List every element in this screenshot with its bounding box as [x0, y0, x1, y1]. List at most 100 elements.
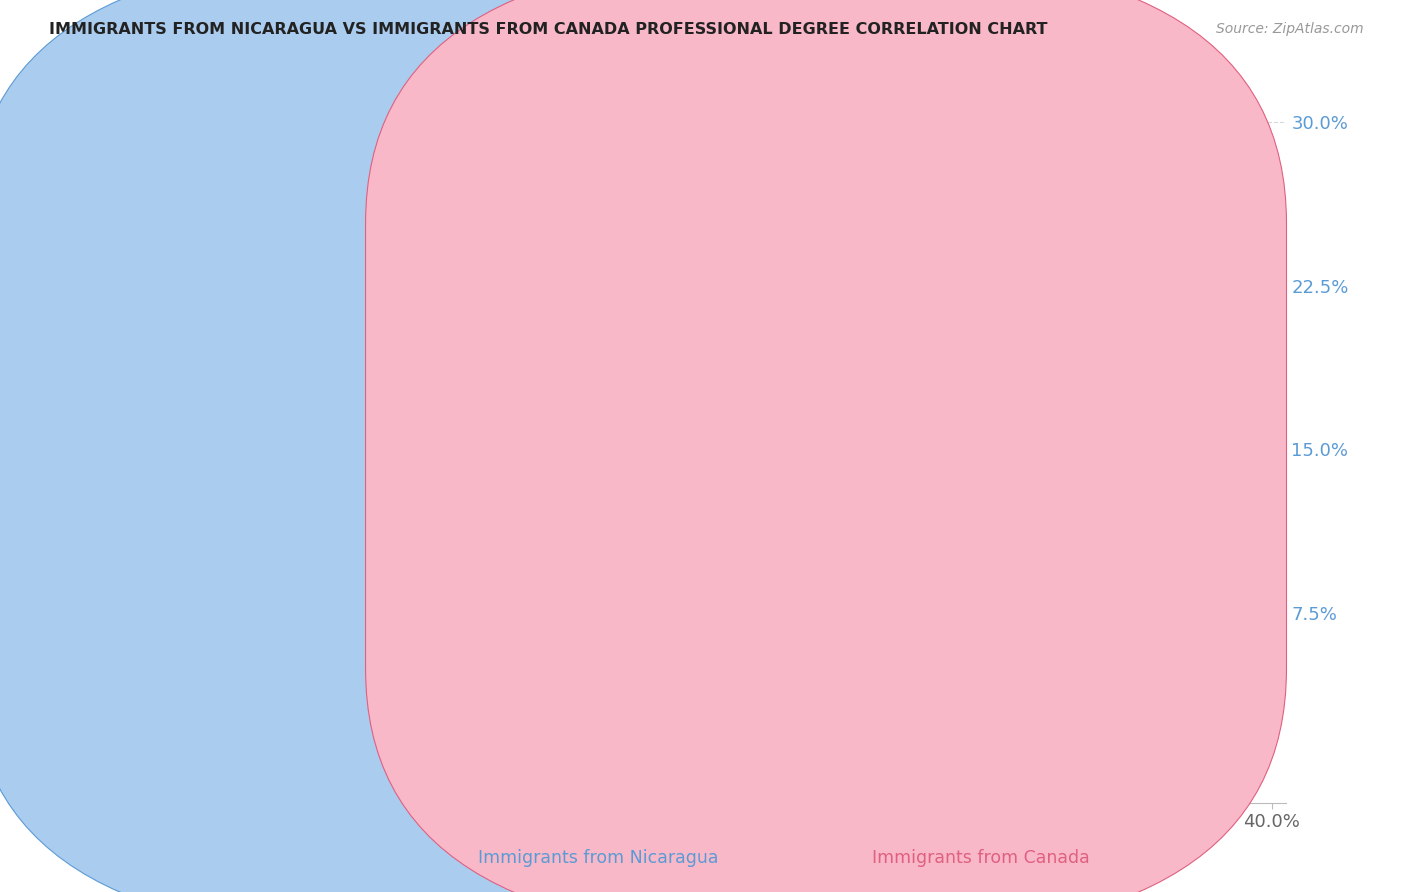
Point: [132, 687, 155, 701]
Point: [127, 660, 149, 674]
Point: [467, 672, 489, 686]
Point: [103, 693, 125, 707]
Point: [111, 704, 134, 718]
Point: [188, 704, 211, 718]
Point: [91, 693, 114, 707]
Legend: R = -0.306   N = 72, R =  0.135   N = 33: R = -0.306 N = 72, R = 0.135 N = 33: [441, 92, 689, 168]
Point: [97, 649, 120, 664]
Point: [100, 665, 122, 679]
Point: [408, 660, 430, 674]
Point: [152, 704, 174, 718]
Point: [100, 616, 122, 631]
Point: [114, 639, 136, 653]
Point: [952, 628, 974, 642]
Point: [97, 682, 120, 697]
Point: [132, 649, 155, 664]
Point: [129, 639, 152, 653]
Point: [191, 649, 214, 664]
Point: [100, 606, 122, 620]
Point: [127, 693, 149, 707]
Point: [141, 693, 163, 707]
Point: [467, 722, 489, 736]
Point: [120, 693, 142, 707]
Point: [350, 722, 373, 736]
Point: [305, 722, 328, 736]
Text: ZIP: ZIP: [389, 398, 583, 516]
Point: [305, 628, 328, 642]
Point: [91, 672, 114, 686]
Point: [111, 682, 134, 697]
Point: [138, 518, 160, 533]
Point: [132, 497, 155, 511]
Point: [208, 665, 231, 679]
Point: [105, 628, 128, 642]
Point: [87, 682, 110, 697]
Point: [143, 573, 166, 587]
Point: [114, 639, 136, 653]
Point: [103, 639, 125, 653]
Point: [120, 665, 142, 679]
Point: [91, 649, 114, 664]
Point: [120, 639, 142, 653]
Point: [124, 687, 146, 701]
Point: [197, 708, 219, 723]
Point: [179, 660, 201, 674]
Point: [103, 660, 125, 674]
Point: [226, 714, 249, 729]
Point: [124, 649, 146, 664]
Point: [1173, 126, 1195, 140]
Text: Immigrants from Canada: Immigrants from Canada: [872, 849, 1090, 867]
Y-axis label: Professional Degree: Professional Degree: [45, 356, 63, 536]
Point: [350, 714, 373, 729]
Point: [717, 518, 740, 533]
Point: [100, 643, 122, 657]
Point: [790, 731, 813, 745]
Point: [179, 682, 201, 697]
Point: [94, 682, 117, 697]
Point: [108, 649, 131, 664]
Point: [232, 672, 254, 686]
Point: [103, 639, 125, 653]
Text: Immigrants from Nicaragua: Immigrants from Nicaragua: [478, 849, 718, 867]
Point: [167, 682, 190, 697]
Point: [1084, 595, 1107, 609]
Point: [146, 682, 169, 697]
Point: [614, 722, 637, 736]
Point: [138, 687, 160, 701]
Point: [97, 628, 120, 642]
Point: [94, 660, 117, 674]
Point: [143, 649, 166, 664]
Point: [246, 704, 269, 718]
Point: [159, 682, 181, 697]
Point: [908, 737, 931, 751]
Text: Source: ZipAtlas.com: Source: ZipAtlas.com: [1216, 22, 1364, 37]
Point: [540, 639, 562, 653]
Point: [127, 649, 149, 664]
Point: [111, 628, 134, 642]
Point: [114, 665, 136, 679]
Point: [108, 606, 131, 620]
Point: [117, 682, 139, 697]
Point: [108, 616, 131, 631]
Point: [276, 714, 298, 729]
Point: [170, 714, 193, 729]
Point: [135, 682, 157, 697]
Point: [105, 649, 128, 664]
Point: [262, 639, 284, 653]
Point: [94, 606, 117, 620]
Point: [105, 628, 128, 642]
Point: [94, 639, 117, 653]
Point: [111, 616, 134, 631]
Point: [111, 649, 134, 664]
Point: [105, 693, 128, 707]
Text: IMMIGRANTS FROM NICARAGUA VS IMMIGRANTS FROM CANADA PROFESSIONAL DEGREE CORRELAT: IMMIGRANTS FROM NICARAGUA VS IMMIGRANTS …: [49, 22, 1047, 37]
Point: [100, 687, 122, 701]
Point: [165, 693, 187, 707]
Point: [105, 672, 128, 686]
Point: [834, 628, 856, 642]
Point: [117, 628, 139, 642]
Point: [129, 682, 152, 697]
Point: [97, 704, 120, 718]
Point: [124, 388, 146, 402]
Point: [100, 708, 122, 723]
